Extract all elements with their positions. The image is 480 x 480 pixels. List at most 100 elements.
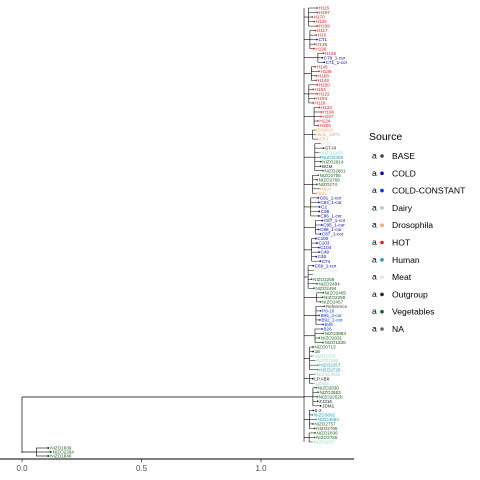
tip-point <box>316 368 319 371</box>
tip-point <box>319 233 322 235</box>
tip-label: LZ206 <box>316 381 329 386</box>
legend-key-point <box>380 154 384 158</box>
tip-point <box>315 192 318 195</box>
tip-label: NC8 <box>321 186 331 191</box>
legend-key-letter: a <box>372 168 377 178</box>
tip-label: C95_1-cor <box>323 223 345 228</box>
tip-label: B92_2-cor <box>321 318 343 323</box>
tip-label: C79_1-cor <box>324 55 346 60</box>
legend-key-point <box>380 240 384 245</box>
legend-key-letter: a <box>372 202 377 212</box>
tip-label: C84_1-cor <box>320 200 342 205</box>
legend-label: HOT <box>392 238 411 248</box>
tip-point <box>315 255 318 258</box>
tip-label: 5-2 <box>315 408 322 413</box>
tip-label: NIZO2757 <box>314 422 336 427</box>
tip-label: 16 <box>315 349 321 354</box>
tip-label: NIZO1840 <box>50 454 72 459</box>
tip-label: C98 <box>321 209 330 214</box>
tip-point <box>315 34 318 37</box>
tip-point <box>312 346 314 348</box>
legend: Source a BASE a COLD a COLD-CONSTANT a Dairy a Dr… <box>369 131 466 334</box>
tip-label: WJL_10P1 <box>317 132 340 137</box>
tip-label: JDM1 <box>322 403 334 408</box>
tip-label: NIZO274 <box>318 182 337 187</box>
tip-label: NIZO1839 <box>50 446 72 451</box>
tip-label: H163 <box>315 87 326 92</box>
legend-key-letter: a <box>372 289 377 299</box>
tip-label: H170 <box>314 15 325 20</box>
tip-label: C81_1-cor <box>320 195 342 200</box>
tip-point <box>322 341 324 344</box>
tip-label: NIZO2766 <box>316 426 338 431</box>
tip-label: B26 <box>323 327 332 332</box>
tip-point <box>314 29 317 32</box>
tip-label: NIZO3892 <box>314 412 336 417</box>
tip-point <box>310 278 313 281</box>
tip-point <box>313 269 316 272</box>
tip-point <box>319 404 322 407</box>
tip-point <box>312 287 315 290</box>
tip-point <box>311 355 314 358</box>
tip-label: C2 <box>321 205 327 210</box>
tip-label: NIZO3400 <box>322 155 344 160</box>
tip-label: H205 <box>320 123 331 128</box>
tip-point <box>317 196 320 199</box>
tip-point <box>316 11 319 14</box>
tip-point <box>317 391 319 394</box>
tip-label: CP1 <box>319 137 328 142</box>
legend-key-point <box>380 292 384 297</box>
tip-point <box>316 25 319 27</box>
tip-label: C100 <box>317 236 328 241</box>
tip-point <box>316 183 318 186</box>
legend-key-letter: a <box>372 185 377 195</box>
legend-key-point <box>380 206 384 210</box>
tip-point <box>312 350 315 353</box>
legend-key-letter: a <box>372 324 377 334</box>
tip-label: C103 <box>318 241 329 246</box>
tip-point <box>315 359 317 362</box>
tip-label: H125 <box>316 19 327 24</box>
tip-label: NIZO2831 <box>321 336 343 341</box>
tip-label: H16 <box>318 33 327 38</box>
tip-point <box>320 111 323 113</box>
tip-label: H188 <box>318 73 329 78</box>
tip-point <box>314 133 317 136</box>
tip-point <box>322 147 325 150</box>
tip-point <box>317 228 320 231</box>
tip-point <box>316 178 319 181</box>
tip-point <box>322 291 325 294</box>
tip-point <box>317 215 320 217</box>
tip-point <box>311 377 314 380</box>
legend-label: NA <box>392 324 404 334</box>
tip-label: C71_1-cor <box>326 60 348 65</box>
tip-label: NIZO3893 <box>325 331 347 336</box>
tip-label: NIZO2853 <box>320 390 342 395</box>
tip-point <box>315 129 317 131</box>
tip-point <box>322 52 325 55</box>
tip-label: C87_1-cor <box>322 232 344 237</box>
legend-key-point <box>380 188 384 193</box>
tip-point <box>47 454 50 458</box>
tip-label: NIZO2260b <box>317 372 341 377</box>
tip-point <box>321 169 324 172</box>
tip-point <box>312 102 315 104</box>
tip-label: H193 <box>316 96 327 101</box>
tip-label: HO-1 <box>315 272 326 277</box>
tip-point <box>319 309 322 312</box>
tip-point <box>316 282 318 285</box>
tip-label: C74 <box>322 259 331 264</box>
tip-label: H123 <box>321 105 332 110</box>
tip-point <box>320 224 323 226</box>
tip-label: H136 <box>315 46 326 51</box>
tip-label: H124 <box>319 119 330 124</box>
tip-point <box>318 70 320 73</box>
tip-point <box>321 56 324 59</box>
tip-label: H197 <box>319 10 330 15</box>
legend-label: COLD-CONSTANT <box>392 186 466 196</box>
tip-point <box>313 436 316 439</box>
tip-label: NIZO2484 <box>319 281 341 286</box>
tip-label: NIZO2457 <box>322 299 344 304</box>
tip-point <box>314 65 317 68</box>
